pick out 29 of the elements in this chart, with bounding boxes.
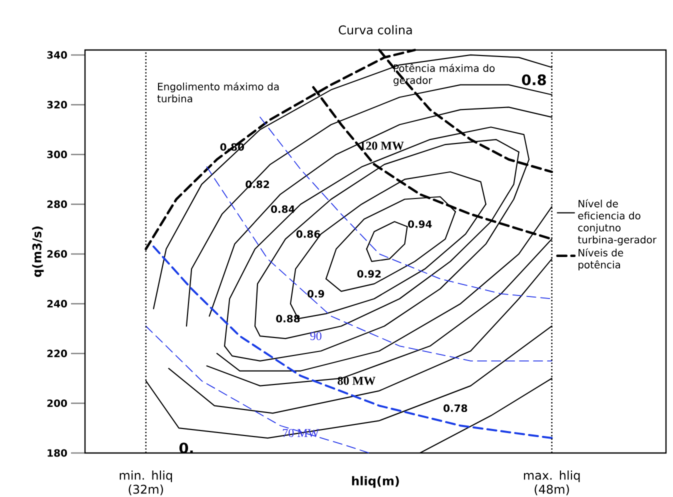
y-tick-label: 240 [47,300,67,308]
x-tick-label: max. hliq (48m) [524,470,580,496]
y-tick-label: 220 [47,350,67,358]
y-tick-label: 320 [47,100,67,108]
annotation: 0.94 [408,220,432,228]
annotation: 0.88 [276,314,300,322]
x-tick-label: min. hliq (32m) [120,470,172,496]
y-tick-label: 260 [47,250,67,258]
y-axis-title: q(m3/s) [32,226,44,277]
annotation: 0.9 [308,290,324,298]
annotation: 0.84 [271,205,295,213]
y-tick-label: 200 [47,399,67,408]
y-tick-label: 280 [47,200,67,208]
annotation: 120 MW [360,142,404,150]
annotation: 0.86 [296,230,320,238]
legend-label: Níveis de potência [578,248,624,270]
y-tick-label: 180 [48,449,67,457]
chart-title: Curva colina [338,25,412,34]
annotation: Engolimento máximo da turbina [157,82,279,102]
annotation: 80 MW [338,376,376,385]
annotation: 90 [310,332,322,340]
text: Nível de eficiencia do conjutno turbina-gerador [578,199,657,246]
y-tick-label: 300 [47,150,67,158]
y-tick-label: 340 [47,51,67,59]
annotation: 0.8 [522,74,546,86]
annotation: 0.78 [444,404,468,412]
x-axis-title: hliq(m) [352,476,399,488]
annotation: Potência máxima do gerador [394,64,495,86]
annotation: 0.92 [357,270,381,278]
